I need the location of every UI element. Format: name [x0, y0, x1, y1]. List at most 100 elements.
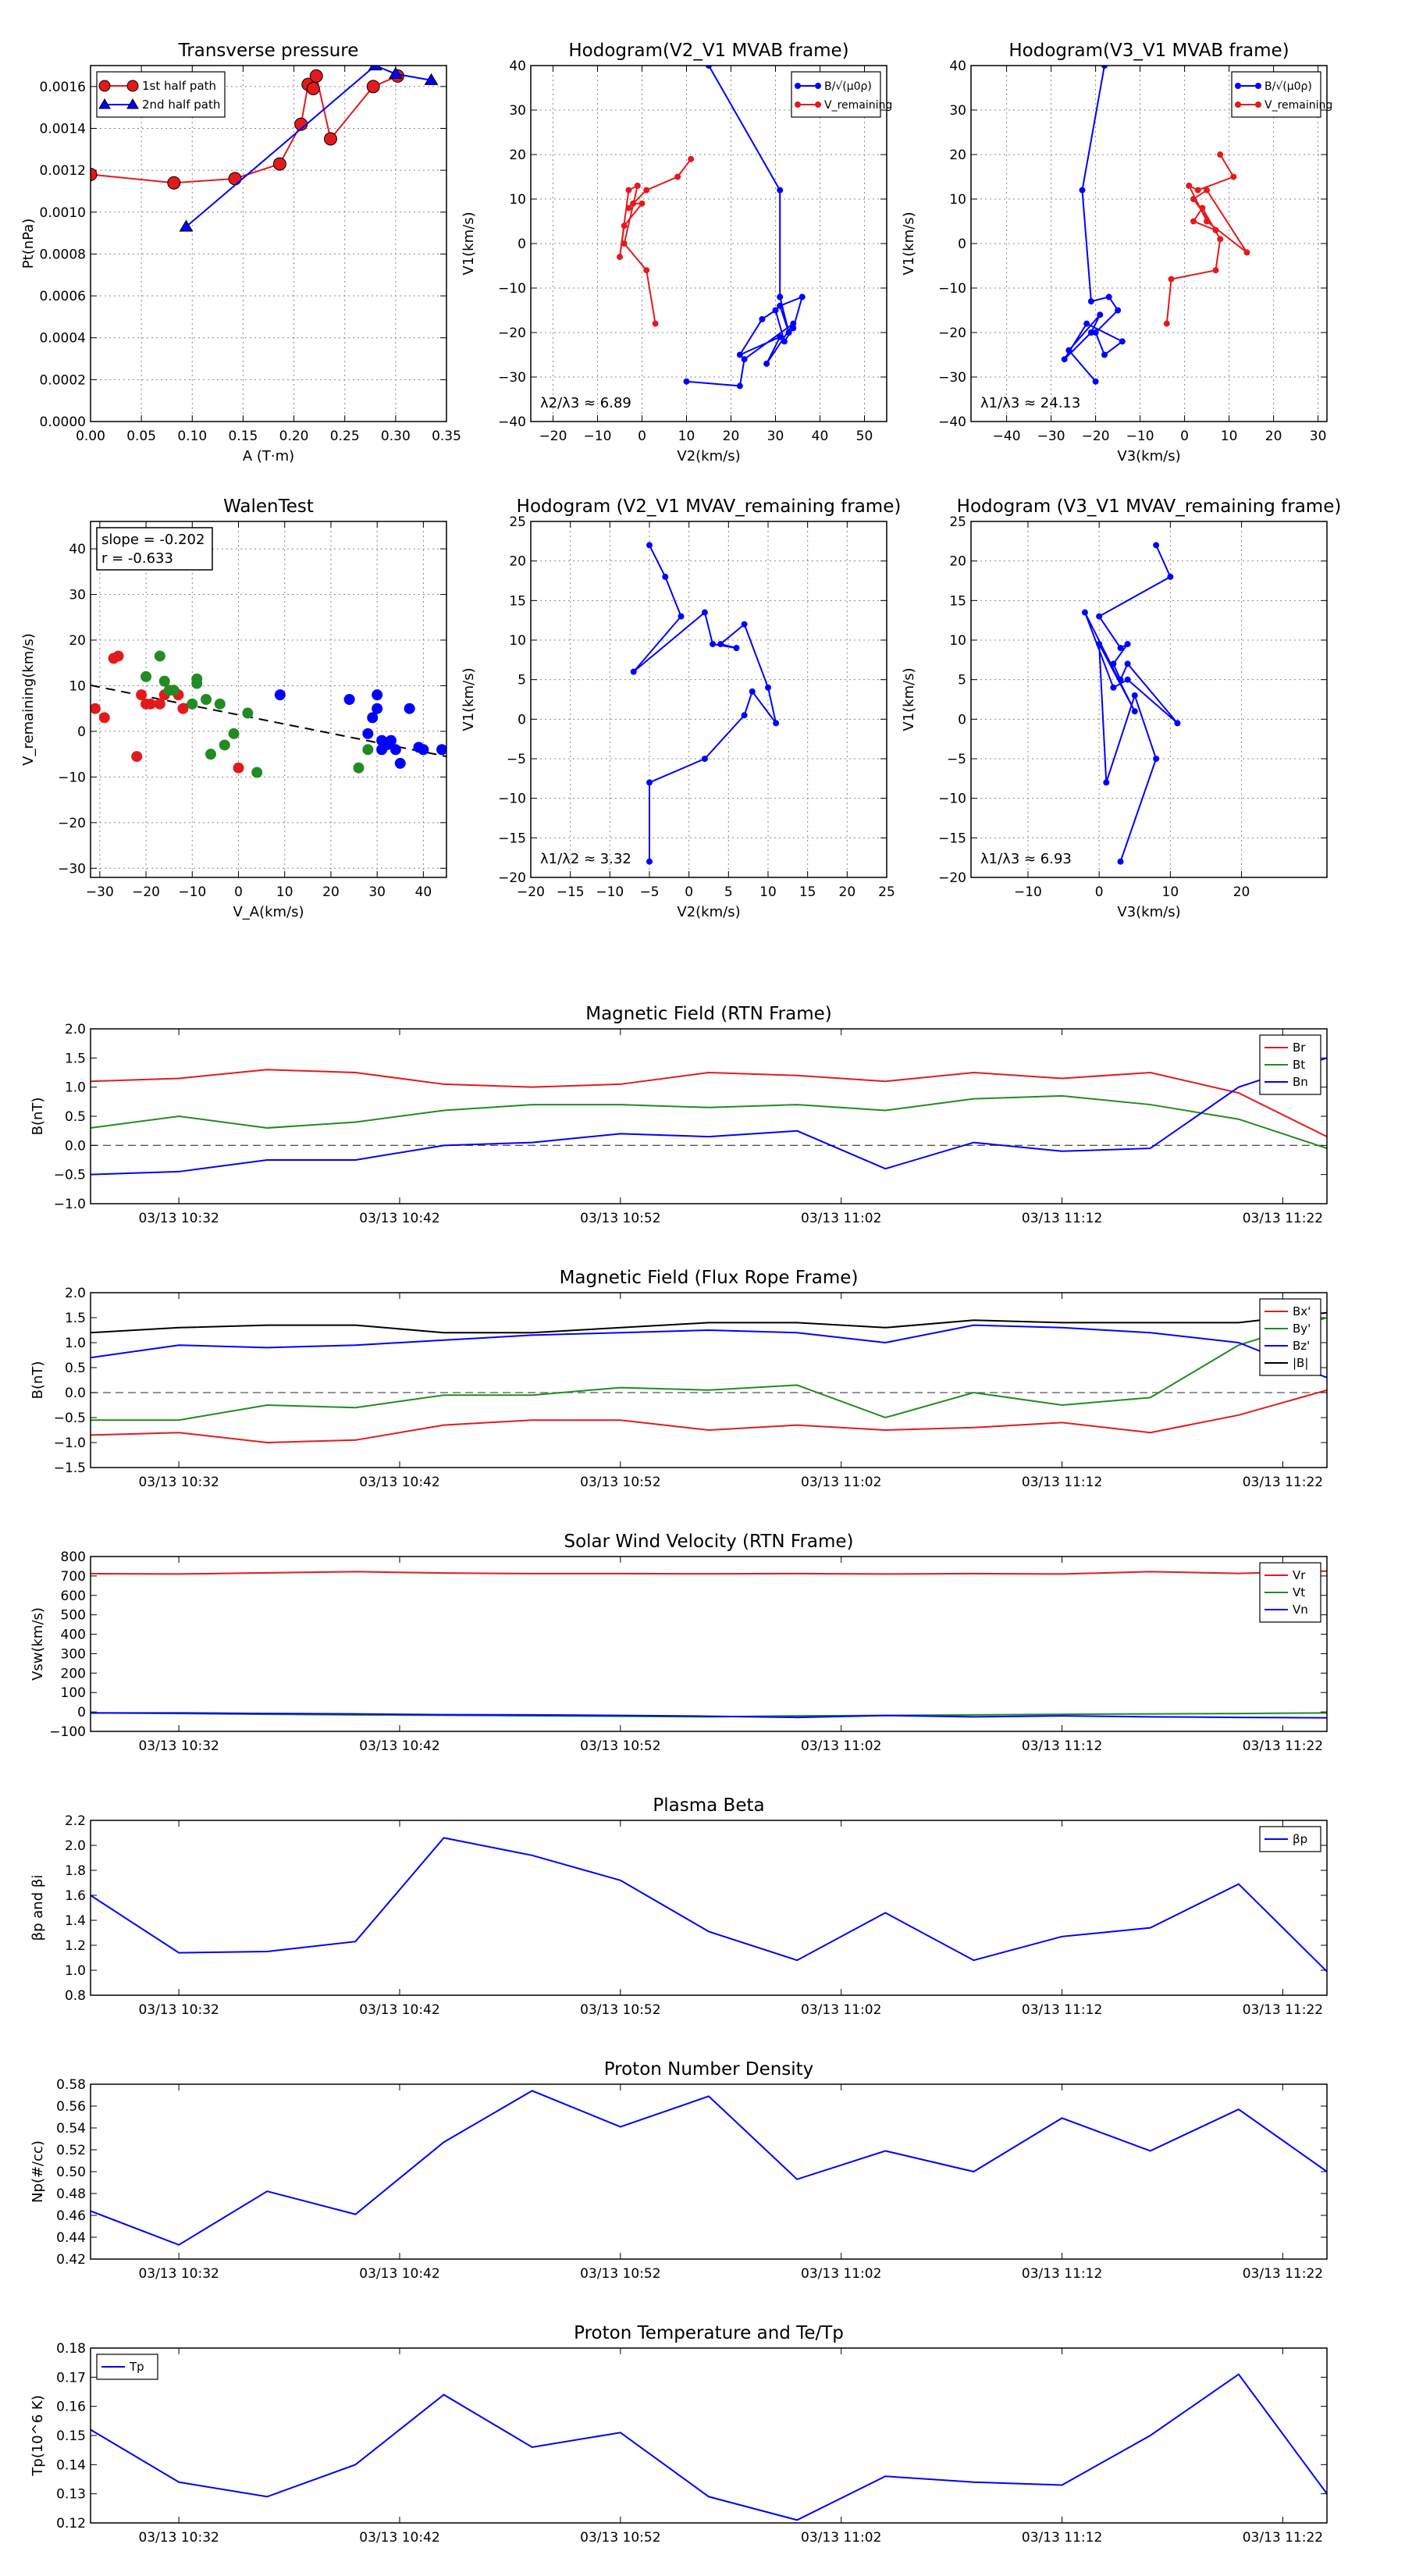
- data-point: [710, 641, 717, 648]
- data-point: [214, 698, 226, 710]
- legend-marker: [1255, 101, 1261, 108]
- y-tick-label: 700: [61, 1569, 86, 1585]
- data-point: [741, 712, 748, 719]
- x-tick-label: 03/13 11:22: [1243, 1475, 1323, 1490]
- y-tick-label: −10: [58, 770, 86, 785]
- x-tick-label: 0.05: [126, 429, 156, 444]
- data-point: [205, 749, 216, 760]
- x-tick-label: 0.20: [279, 429, 309, 444]
- data-point: [1163, 320, 1170, 327]
- x-tick-label: 50: [856, 429, 873, 444]
- y-tick-label: 2.0: [65, 1286, 86, 1301]
- chart-hodo4: Hodogram (V3_V1 MVAV_remaining frame) −10…: [901, 496, 1341, 920]
- legend-box: [1231, 71, 1321, 118]
- y-tick-label: −1.5: [54, 1461, 86, 1476]
- y-tick-label: −30: [58, 861, 86, 877]
- y-tick-label: 0.42: [56, 2252, 86, 2268]
- data-point: [1105, 294, 1112, 301]
- x-tick-label: 30: [368, 884, 386, 900]
- data-point: [674, 173, 681, 180]
- y-tick-label: 5: [518, 673, 526, 688]
- data-point: [1153, 542, 1160, 549]
- x-tick-label: 03/13 11:22: [1243, 2266, 1323, 2282]
- legend-label: βp: [1293, 1832, 1307, 1846]
- chart-hodo1: Hodogram(V2_V1 MVAB frame) −20 −10 0 10 20 30 4…: [461, 41, 892, 464]
- data-point: [177, 703, 189, 714]
- plot-frame: [530, 65, 887, 422]
- legend-box: [791, 71, 881, 118]
- y-tick-label: 10: [949, 633, 966, 649]
- legend-label: Bx': [1293, 1304, 1311, 1318]
- legend-marker: [795, 83, 801, 89]
- y-tick-label: 0: [518, 237, 526, 252]
- data-point: [154, 698, 165, 710]
- chart-title: Transverse pressure: [178, 41, 359, 61]
- y-tick-label: 1.0: [65, 1336, 86, 1351]
- x-tick-label: 03/13 10:42: [359, 1475, 439, 1490]
- data-point: [621, 240, 628, 247]
- legend-label: V_remaining: [1264, 99, 1332, 112]
- x-tick-label: 03/13 10:32: [138, 2002, 219, 2018]
- x-tick-label: 03/13 11:22: [1243, 2002, 1323, 2018]
- legend-marker: [815, 101, 821, 108]
- y-tick-label: 40: [69, 542, 86, 557]
- y-axis-label: Pt(nPa): [20, 219, 37, 269]
- data-point: [144, 698, 156, 710]
- legend-label: Vr: [1293, 1568, 1306, 1582]
- legend-marker: [1235, 101, 1241, 108]
- data-point: [1087, 298, 1094, 305]
- y-tick-label: 0.17: [56, 2370, 86, 2386]
- data-point: [1199, 205, 1206, 212]
- y-tick-label: −10: [938, 281, 966, 297]
- series-line-np: [91, 2090, 1327, 2246]
- series-line-line: [1083, 544, 1179, 863]
- x-tick-label: 0: [638, 429, 646, 444]
- data-point: [404, 703, 415, 714]
- data-point: [1204, 218, 1211, 225]
- y-tick-label: 2.2: [65, 1813, 86, 1829]
- data-point: [343, 694, 355, 705]
- x-axis-label: V_A(km/s): [233, 904, 304, 920]
- x-tick-label: −30: [1037, 429, 1065, 444]
- data-point: [1117, 676, 1124, 683]
- data-point: [1101, 66, 1108, 69]
- data-point: [736, 382, 743, 390]
- data-point: [1212, 267, 1219, 274]
- x-tick-label: 03/13 11:12: [1022, 1475, 1102, 1490]
- y-axis-label: Tp(10^6 K): [30, 2395, 46, 2476]
- data-point: [1087, 329, 1094, 336]
- x-tick-label: 10: [1221, 429, 1238, 444]
- data-point: [1119, 338, 1126, 345]
- x-axis-label: V3(km/s): [1117, 904, 1180, 920]
- data-point: [436, 744, 446, 756]
- plot-area: [1081, 542, 1181, 865]
- y-tick-label: 0.5: [65, 1361, 86, 1376]
- data-point: [418, 744, 429, 756]
- plot-frame: [90, 1028, 1328, 1204]
- data-point: [1190, 218, 1197, 225]
- legend-marker: [1235, 83, 1241, 89]
- legend-label: |B|: [1293, 1356, 1308, 1370]
- y-tick-label: 2.0: [65, 1022, 86, 1037]
- y-tick-label: 0.0000: [40, 415, 86, 430]
- plot-frame: [90, 521, 447, 878]
- y-tick-label: 1.4: [65, 1913, 86, 1929]
- legend-label: Bn: [1293, 1075, 1308, 1089]
- eigenvalue-ratio-annotation: λ2/λ3 ≈ 6.89: [540, 395, 631, 411]
- data-point: [799, 294, 806, 301]
- plot-frame: [90, 65, 447, 422]
- series-line-bz: [91, 1324, 1327, 1379]
- y-tick-label: 20: [509, 148, 526, 163]
- data-point: [643, 187, 650, 194]
- y-tick-label: 15: [509, 593, 526, 609]
- y-axis-label: V1(km/s): [901, 667, 917, 731]
- data-point: [790, 325, 797, 332]
- x-tick-label: 0: [685, 884, 693, 900]
- y-tick-label: 600: [61, 1589, 86, 1604]
- data-point: [323, 132, 337, 146]
- data-point: [228, 728, 240, 739]
- data-point: [1168, 276, 1175, 283]
- data-point: [154, 650, 165, 662]
- data-point: [1096, 613, 1103, 620]
- legend-label: 1st half path: [142, 79, 216, 93]
